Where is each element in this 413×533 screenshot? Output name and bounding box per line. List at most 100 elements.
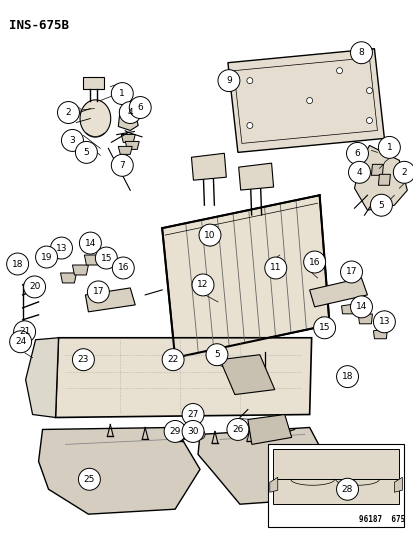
Circle shape	[79, 232, 101, 254]
Circle shape	[370, 194, 392, 216]
Circle shape	[112, 257, 134, 279]
Polygon shape	[219, 354, 274, 394]
Text: 5: 5	[83, 148, 89, 157]
Polygon shape	[191, 154, 226, 180]
Polygon shape	[162, 195, 329, 358]
Polygon shape	[377, 174, 389, 185]
Text: 2: 2	[66, 108, 71, 117]
Text: 11: 11	[269, 263, 281, 272]
Text: 4: 4	[356, 168, 361, 177]
Circle shape	[192, 274, 214, 296]
Circle shape	[366, 117, 372, 124]
Circle shape	[303, 251, 325, 273]
Polygon shape	[309, 278, 367, 307]
Circle shape	[246, 123, 252, 128]
Text: 20: 20	[29, 282, 40, 292]
Text: 19: 19	[41, 253, 52, 262]
Text: 18: 18	[12, 260, 23, 269]
Text: 8: 8	[358, 48, 363, 57]
Polygon shape	[269, 477, 277, 492]
Text: 17: 17	[93, 287, 104, 296]
Circle shape	[336, 366, 358, 387]
Text: 6: 6	[354, 149, 359, 158]
Circle shape	[129, 96, 151, 118]
Circle shape	[350, 296, 372, 318]
Circle shape	[306, 98, 312, 103]
Text: INS-675B: INS-675B	[9, 19, 69, 32]
Polygon shape	[118, 147, 132, 155]
Circle shape	[346, 142, 368, 164]
Polygon shape	[272, 479, 399, 504]
Text: 7: 7	[119, 161, 125, 170]
Circle shape	[14, 321, 36, 343]
Circle shape	[182, 421, 204, 442]
Circle shape	[217, 70, 239, 92]
Text: 16: 16	[308, 257, 320, 266]
Text: 1: 1	[386, 143, 391, 152]
Text: 5: 5	[214, 350, 219, 359]
Circle shape	[348, 161, 370, 183]
Text: 29: 29	[169, 427, 180, 436]
Text: 10: 10	[204, 231, 215, 240]
Circle shape	[350, 42, 372, 63]
Circle shape	[313, 317, 335, 339]
Circle shape	[226, 418, 248, 440]
Polygon shape	[354, 146, 406, 210]
Text: 18: 18	[341, 372, 352, 381]
Polygon shape	[55, 338, 311, 417]
Text: 17: 17	[345, 268, 356, 277]
Circle shape	[111, 155, 133, 176]
Circle shape	[199, 224, 221, 246]
Polygon shape	[233, 58, 377, 143]
Circle shape	[111, 83, 133, 104]
Text: 26: 26	[232, 425, 243, 434]
Text: 15: 15	[318, 324, 330, 332]
Polygon shape	[358, 314, 372, 324]
Circle shape	[78, 469, 100, 490]
Circle shape	[340, 261, 362, 283]
Polygon shape	[72, 265, 88, 275]
Text: 2: 2	[401, 168, 406, 177]
Circle shape	[264, 257, 286, 279]
Polygon shape	[26, 338, 58, 417]
Text: 21: 21	[19, 327, 30, 336]
Polygon shape	[125, 141, 139, 149]
Text: 12: 12	[197, 280, 208, 289]
Text: 22: 22	[167, 355, 178, 364]
Circle shape	[24, 276, 45, 298]
Polygon shape	[60, 273, 76, 283]
Text: 3: 3	[69, 136, 75, 145]
Circle shape	[392, 161, 413, 183]
Polygon shape	[373, 329, 387, 339]
Polygon shape	[272, 449, 399, 479]
Text: 13: 13	[378, 317, 389, 326]
Polygon shape	[341, 304, 355, 314]
Polygon shape	[238, 163, 273, 190]
Text: 13: 13	[56, 244, 67, 253]
Polygon shape	[121, 134, 135, 142]
Text: 6: 6	[137, 103, 143, 112]
Polygon shape	[228, 49, 384, 152]
Text: 1: 1	[119, 89, 125, 98]
Text: 4: 4	[127, 108, 133, 117]
Circle shape	[377, 136, 399, 158]
Polygon shape	[85, 288, 135, 312]
Circle shape	[87, 281, 109, 303]
Circle shape	[57, 102, 79, 124]
Circle shape	[206, 344, 228, 366]
Polygon shape	[394, 477, 401, 492]
Circle shape	[366, 87, 372, 94]
Polygon shape	[38, 427, 199, 514]
Circle shape	[72, 349, 94, 370]
Circle shape	[50, 237, 72, 259]
Circle shape	[373, 311, 394, 333]
Circle shape	[95, 247, 117, 269]
Text: 28: 28	[341, 484, 352, 494]
Circle shape	[164, 421, 185, 442]
Text: 30: 30	[187, 427, 198, 436]
Circle shape	[62, 130, 83, 151]
Polygon shape	[370, 164, 382, 175]
Text: 5: 5	[377, 201, 383, 209]
Polygon shape	[80, 100, 110, 137]
Polygon shape	[84, 255, 100, 265]
